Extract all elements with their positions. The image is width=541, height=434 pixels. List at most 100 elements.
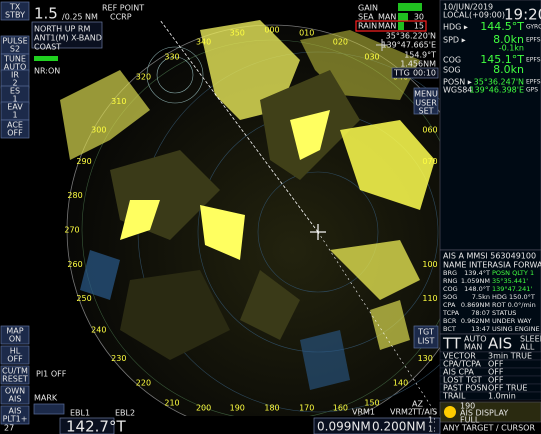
bearing-scale: 0000100200300400500600701001101201301401… [64, 26, 437, 413]
ebl2-label: EBL2 [115, 409, 135, 418]
rain-label: RAIN [358, 22, 377, 31]
side-button-label: OWN [5, 387, 25, 396]
side-button-label: CU/TM [2, 367, 28, 376]
side-button[interactable] [0, 1, 30, 21]
ais-target-data: BRG 139.4°T POSN QLTY 1 RNG 1.059NM 35°35.441… [442, 269, 540, 333]
bearing-label: 200 [196, 404, 211, 413]
ais-value: 148.0°T [464, 285, 490, 293]
set[interactable]: SET [418, 107, 433, 116]
own-source: EPFS [526, 57, 541, 64]
ais-extra: USING ENGINE [492, 325, 540, 333]
mark-button[interactable] [33, 403, 65, 415]
ccrp: CCRP [110, 13, 132, 22]
setting-label: TRAIL [442, 392, 466, 401]
ebl1-box[interactable] [59, 417, 115, 434]
setting-value[interactable]: 3min TRUE [488, 352, 532, 361]
side-button[interactable] [0, 385, 30, 405]
own-value: 8.0kn [493, 33, 524, 46]
cursor-lat: 35°36.220'N [386, 32, 436, 41]
cursor-lon: 139°47.665'E [381, 41, 436, 50]
sleep[interactable]: SLEEP [520, 335, 541, 344]
menu-button[interactable] [413, 87, 439, 115]
range-unit: /0.25 NM [62, 13, 98, 22]
setting-value[interactable]: OFF [488, 360, 504, 369]
setting-value[interactable]: OFF [488, 376, 504, 385]
tt-man[interactable]: MAN [464, 343, 482, 352]
coast[interactable]: COAST [34, 43, 61, 52]
vrm2-value: 0.200NM [372, 420, 426, 434]
ais[interactable]: AIS [488, 335, 512, 353]
setting-value[interactable]: 1.0min [488, 392, 516, 401]
bearing-label: 150 [364, 399, 379, 408]
own-label: HDG ▸ [443, 23, 468, 32]
own-source: EPFS [526, 79, 541, 86]
setting-label: VECTOR [443, 352, 476, 361]
menu[interactable]: MENU [414, 90, 438, 99]
own-source: GPS [526, 87, 538, 94]
bearing-label: 160 [333, 404, 348, 413]
all[interactable]: ALL [520, 343, 535, 352]
mode[interactable]: NORTH UP RM [34, 25, 90, 34]
side-button[interactable] [0, 345, 30, 365]
ais-label: TCPA [442, 309, 460, 317]
ais-value: 0.962NM [461, 317, 490, 325]
own-label: POSN ▸ [443, 78, 472, 87]
bearing-label: 060 [422, 126, 437, 135]
alert-text: AIS DISPLAY [460, 409, 508, 418]
ais-value: 139.4°T [464, 269, 490, 277]
alert-sub: FULL [460, 416, 480, 425]
user[interactable]: USER [415, 99, 437, 108]
bearing-label: 070 [422, 157, 437, 166]
side-button[interactable] [0, 325, 30, 345]
range: 1.5 [34, 5, 58, 23]
bearing-label: 280 [67, 191, 82, 200]
ais-value: 0.869NM [461, 301, 490, 309]
side-button[interactable] [0, 119, 30, 139]
bearing-label: 180 [264, 404, 279, 413]
tgt[interactable]: TGT [417, 328, 434, 337]
ais-extra: 139°47.241' [492, 285, 532, 293]
own-source: GYRO [526, 24, 541, 31]
own-label: COG [443, 56, 461, 65]
own-value: 144.5°T [480, 20, 524, 33]
tt-ais-label: TT/AIS [411, 408, 437, 417]
bearing-label: 020 [333, 38, 348, 47]
bearing-label: 170 [299, 404, 314, 413]
date: 10/JUN/2019 [443, 3, 493, 12]
side-button-label: EAV [7, 103, 23, 112]
ais-label: CPA [443, 301, 456, 309]
mode-panel [31, 21, 103, 49]
tt[interactable]: TT [442, 335, 462, 353]
bearing-label: 030 [364, 52, 379, 61]
setting-value[interactable]: OFF [488, 368, 504, 377]
side-button-value: 1 [12, 95, 17, 104]
ais-label: RNG [443, 277, 457, 285]
rain-mode: MAN [378, 22, 396, 31]
side-button[interactable] [0, 405, 30, 425]
side-button-value: S2 [10, 45, 20, 54]
own-label: SPD ▸ [443, 36, 466, 45]
own-label: WGS84 [443, 86, 472, 95]
side-button-value: 2 [12, 79, 17, 88]
radar-picture [30, 0, 440, 420]
ais-name: NAME INTERASIA FORWARD [443, 261, 541, 270]
ais-value: 7.5kn [472, 293, 490, 301]
bearing-label: 000 [264, 26, 279, 35]
bearing-label: 330 [164, 52, 179, 61]
bearing-label: 230 [111, 354, 126, 363]
side-button[interactable] [0, 365, 30, 385]
tgt-list-button[interactable] [413, 325, 439, 349]
setting-value[interactable]: OFF TRUE [488, 384, 527, 393]
side-button-label: AIS [9, 407, 22, 416]
side-button-label: TUNE [3, 55, 26, 64]
side-button-label: MAP [6, 327, 23, 336]
list[interactable]: LIST [418, 337, 435, 346]
setting-label: PAST POSN [443, 384, 487, 393]
tt-auto[interactable]: AUTO [464, 335, 487, 344]
antenna[interactable]: ANT1(M) X-BAND [34, 34, 102, 43]
ttg: 00:10 [413, 69, 436, 78]
bearing-label: 300 [91, 126, 106, 135]
side-button-value: OFF [7, 129, 23, 138]
own-value: 145.1°T [480, 53, 524, 66]
